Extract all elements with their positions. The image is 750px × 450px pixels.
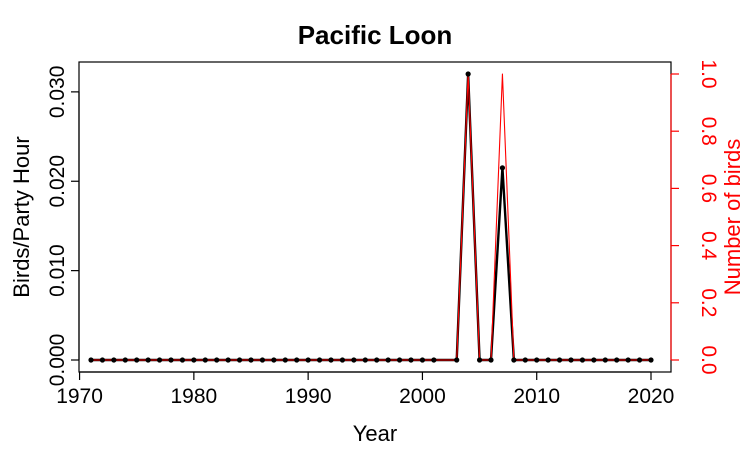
x-tick-label: 1970 [56, 385, 103, 408]
y-tick-label: 0.000 [46, 334, 69, 387]
data-point [591, 357, 597, 363]
y-axis-label: Birds/Party Hour [9, 136, 34, 297]
x-tick-label: 2020 [628, 385, 675, 408]
data-point [248, 357, 254, 363]
data-point [339, 357, 346, 363]
data-point [99, 357, 106, 363]
data-point [225, 357, 231, 363]
plot-frame [78, 61, 672, 373]
x-tick-label: 2010 [513, 385, 560, 408]
data-point [385, 357, 391, 363]
data-point [408, 357, 414, 363]
data-point [648, 357, 654, 363]
data-point [259, 357, 266, 363]
data-point [351, 357, 357, 363]
data-point [168, 357, 174, 363]
y2-tick-label: 0.2 [697, 288, 720, 317]
y2-tick-label: 1.0 [697, 59, 720, 88]
data-point [511, 357, 517, 363]
data-point [202, 357, 208, 363]
data-point [602, 357, 608, 363]
data-point [328, 357, 334, 363]
data-point [156, 357, 163, 363]
data-point [522, 357, 528, 363]
data-point [454, 357, 460, 363]
data-point [431, 357, 437, 363]
data-point [305, 357, 311, 363]
data-point [625, 357, 631, 363]
data-point [362, 357, 368, 363]
data-point [294, 357, 300, 363]
data-point [316, 357, 323, 363]
y2-tick-label: 0.6 [697, 174, 720, 203]
x-tick-label: 1980 [170, 385, 217, 408]
y-axis-right: 0.0 0.2 0.4 0.6 0.8 1.0 [670, 59, 720, 375]
data-point [419, 357, 426, 363]
y2-axis-label: Number of birds [720, 139, 745, 296]
y2-tick-label: 0.8 [697, 117, 720, 146]
series-number-of-birds-line [91, 73, 651, 361]
x-tick-label: 1990 [285, 385, 332, 408]
y2-tick-label: 0.4 [697, 231, 720, 261]
data-point [191, 357, 197, 363]
y-tick-label: 0.020 [46, 155, 69, 208]
data-point [568, 357, 574, 363]
data-point [534, 357, 540, 363]
data-point [488, 357, 494, 363]
x-tick-label: 2000 [399, 385, 446, 408]
data-point [88, 357, 94, 363]
x-axis: 1970 1980 1990 2000 2010 2020 [56, 371, 675, 408]
y-tick-label: 0.030 [46, 66, 69, 119]
data-point [499, 165, 506, 171]
y2-tick-label: 0.0 [697, 345, 720, 374]
data-point [236, 357, 243, 363]
y-axis-left: 0.000 0.010 0.020 0.030 [46, 66, 80, 387]
data-point [134, 357, 140, 363]
data-point [579, 357, 586, 363]
data-point [282, 357, 288, 363]
x-axis-label: Year [353, 421, 397, 446]
series-layer [88, 71, 654, 363]
series-birds-per-party-hour-line [91, 72, 651, 362]
data-point [179, 357, 186, 363]
chart-title: Pacific Loon [298, 20, 453, 50]
data-point [214, 357, 220, 363]
data-point [374, 357, 380, 363]
data-point [396, 357, 403, 363]
data-point [636, 357, 643, 363]
y-tick-label: 0.010 [46, 244, 69, 297]
data-point [145, 357, 151, 363]
data-point [545, 357, 551, 363]
data-point [476, 357, 483, 363]
data-point [271, 357, 277, 363]
data-point [614, 357, 620, 363]
data-point [111, 357, 117, 363]
data-point [465, 71, 471, 77]
data-point [556, 357, 563, 363]
data-point [122, 357, 128, 363]
